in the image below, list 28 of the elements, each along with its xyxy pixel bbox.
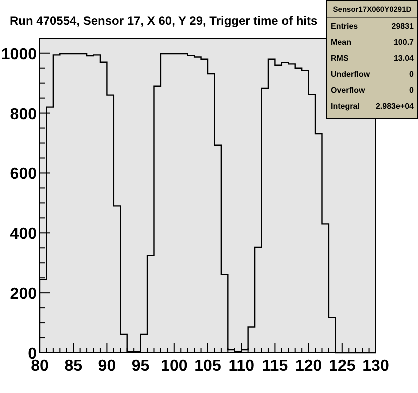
x-tick-label: 90 <box>98 358 116 375</box>
x-tick-label: 95 <box>132 358 150 375</box>
text: 13.04 <box>394 54 415 63</box>
annotation: Overflow <box>331 86 366 95</box>
x-tick-label: 130 <box>362 358 390 375</box>
text: 0 <box>410 70 415 79</box>
annotation: 2.983e+04 <box>376 102 415 111</box>
y-tick-label: 600 <box>10 166 38 184</box>
y-tick-label: 800 <box>10 106 38 124</box>
x-tick-label: 125 <box>329 358 356 375</box>
annotation: Mean <box>331 38 352 47</box>
annotation: Integral <box>331 102 360 111</box>
text: 29831 <box>392 22 415 31</box>
x-tick-label: 100 <box>161 358 188 375</box>
text: 100.7 <box>394 38 415 47</box>
x-tick-label: 120 <box>295 358 322 375</box>
text: 0 <box>410 86 415 95</box>
x-tick-label: 115 <box>262 358 288 375</box>
x-tick-label: 110 <box>228 358 255 375</box>
chart-title: Run 470554, Sensor 17, X 60, Y 29, Trigger time of hits <box>10 14 318 28</box>
y-tick-label: 400 <box>10 226 38 244</box>
annotation: RMS <box>331 54 350 63</box>
text: Entries <box>331 22 359 31</box>
x-tick-label: 85 <box>64 358 83 375</box>
y-tick-label: 1000 <box>1 46 38 64</box>
x-tick-label: 105 <box>194 358 222 375</box>
annotation: Underflow <box>331 70 371 79</box>
y-tick-label: 200 <box>10 286 38 304</box>
